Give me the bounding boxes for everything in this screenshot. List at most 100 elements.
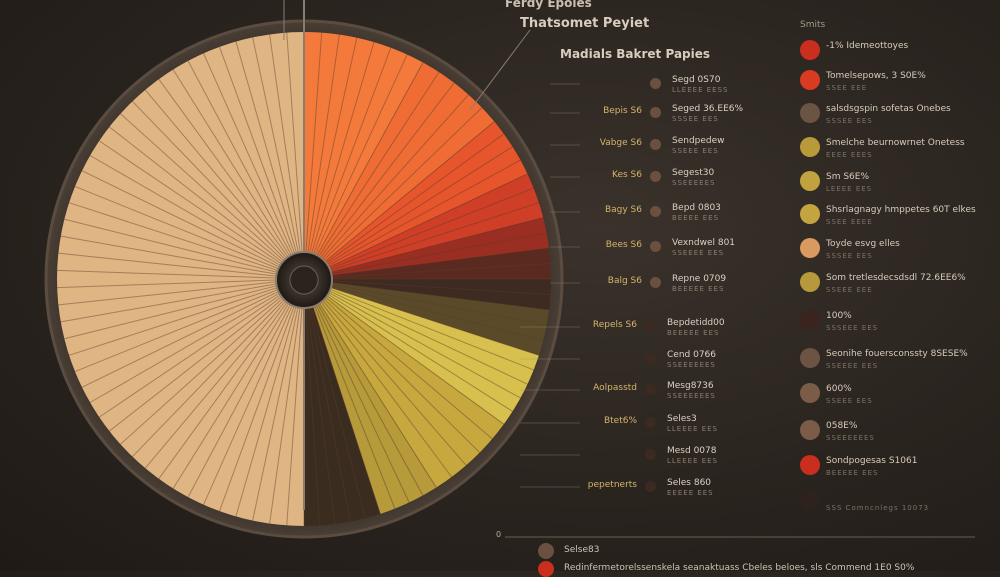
legend-sublabel: SSSEEE EES bbox=[826, 324, 879, 332]
pie-spoke bbox=[328, 159, 521, 266]
pie-spoke bbox=[323, 107, 483, 260]
legend-swatch bbox=[800, 420, 820, 440]
chart-subtitle: Madials Bakret Papies bbox=[560, 47, 711, 61]
mid-label-dot bbox=[645, 449, 656, 460]
pie-spoke bbox=[60, 235, 277, 275]
pie-slice bbox=[304, 279, 539, 425]
pie-slice bbox=[304, 62, 495, 280]
mid-label-value: Segd 0S70 bbox=[672, 75, 721, 85]
legend-label: Tomelsepows, 3 S0E% bbox=[826, 71, 926, 81]
pie-spoke bbox=[120, 113, 284, 261]
mid-label-name: Bepis S6 bbox=[603, 106, 642, 116]
mid-label-value: Bepdetidd00 bbox=[667, 318, 725, 328]
legend-swatch bbox=[800, 103, 820, 123]
pie-spoke bbox=[187, 303, 292, 498]
legend-label: Seonihe fouersconssty 8SESE% bbox=[826, 349, 968, 359]
mid-label-name: Repels S6 bbox=[592, 320, 637, 330]
pie-spoke bbox=[315, 304, 410, 503]
pie-slice bbox=[304, 32, 423, 279]
mid-label-name: Bees S6 bbox=[605, 240, 642, 250]
legend-label: Sm S6E% bbox=[826, 172, 870, 182]
mid-label-sub: SSEEEEES bbox=[672, 179, 716, 187]
pie-spoke bbox=[109, 126, 283, 263]
axis-zero-label: 0 bbox=[496, 530, 502, 539]
mid-label-sub: EEEEE EES bbox=[667, 489, 714, 497]
pie-spoke bbox=[269, 34, 301, 252]
pie-spoke bbox=[172, 69, 290, 256]
legend-label: Sondpogesas S1061 bbox=[826, 456, 918, 466]
pie-spoke bbox=[318, 71, 440, 256]
mid-label-value: Segest30 bbox=[672, 168, 715, 178]
mid-label-value: Seged 36.EE6% bbox=[672, 104, 744, 114]
pie-slice bbox=[304, 173, 544, 279]
pie-slice bbox=[304, 279, 550, 356]
pie-spoke bbox=[144, 89, 287, 258]
pie-spoke bbox=[187, 60, 292, 255]
pie-spoke bbox=[286, 32, 303, 252]
pie-spoke bbox=[269, 306, 301, 524]
legend-swatch bbox=[800, 383, 820, 403]
pie-spoke bbox=[323, 298, 481, 453]
mid-label-sub: SSEEEE EES bbox=[672, 249, 725, 257]
pie-spoke bbox=[309, 37, 358, 252]
pie-spoke bbox=[331, 282, 550, 311]
mid-label-sub: LLEEEE EESS bbox=[672, 86, 729, 94]
mid-label-value: Bepd 0803 bbox=[672, 203, 721, 213]
pie-spoke bbox=[219, 46, 295, 253]
mid-label-value: Seles3 bbox=[667, 414, 697, 424]
pie-spoke bbox=[313, 47, 392, 253]
title-leader-line bbox=[469, 29, 531, 111]
pie-spoke bbox=[330, 217, 544, 273]
mid-label-dot bbox=[650, 107, 661, 118]
pie-spoke bbox=[286, 306, 303, 526]
pie-spoke bbox=[74, 289, 279, 372]
chart-title: Thatsomet Peyiet bbox=[520, 16, 650, 31]
mid-label-dot bbox=[650, 171, 661, 182]
legend-swatch bbox=[800, 171, 820, 191]
pie-spoke bbox=[235, 41, 297, 253]
legend-swatch bbox=[800, 204, 820, 224]
mid-label-dot bbox=[645, 417, 656, 428]
pie-spoke bbox=[317, 62, 424, 255]
mid-label-dot bbox=[650, 277, 661, 288]
pie-spoke bbox=[89, 292, 281, 403]
mid-label-name: Btet6% bbox=[603, 416, 637, 426]
pie-spoke bbox=[68, 287, 278, 356]
legend-label: 100% bbox=[826, 311, 852, 321]
pie-spoke bbox=[326, 133, 505, 263]
mid-label-name: pepetnerts bbox=[587, 480, 637, 490]
legend-sublabel: SSEEE EEE bbox=[826, 286, 873, 294]
pie-slice bbox=[304, 121, 528, 279]
pie-spoke bbox=[331, 247, 550, 276]
pie-spoke bbox=[305, 32, 323, 252]
pie-spoke bbox=[330, 285, 544, 341]
legend-sublabel: LEEEE EES bbox=[826, 185, 873, 193]
pie-slice bbox=[304, 279, 551, 310]
legend-label: Smelche beurnowrnet Onetess bbox=[826, 138, 965, 148]
pie-slice bbox=[304, 279, 504, 488]
pie-spoke bbox=[310, 305, 366, 519]
mid-label-sub: SSEEEEEES bbox=[667, 392, 716, 400]
pie-spoke bbox=[315, 54, 408, 254]
pie-spoke bbox=[64, 285, 277, 340]
pie-spoke bbox=[158, 301, 288, 480]
pie-spoke bbox=[219, 305, 295, 512]
legend-label: Toyde esvg elles bbox=[826, 239, 900, 249]
mid-label-dot bbox=[650, 78, 661, 89]
pie-spoke bbox=[58, 252, 277, 277]
pie-spoke bbox=[252, 306, 299, 521]
pie-spoke bbox=[308, 306, 351, 522]
legend-swatch bbox=[800, 238, 820, 258]
footer-text: Redinfermetorelssenskela seanaktuass Cbe… bbox=[564, 563, 915, 573]
mid-label-value: Sendpedew bbox=[672, 136, 725, 146]
legend-sublabel: EEEE EEES bbox=[826, 151, 873, 159]
legend-swatch bbox=[800, 70, 820, 90]
pie-spoke bbox=[313, 304, 396, 509]
pie-spoke bbox=[322, 94, 469, 259]
mid-label-dot bbox=[650, 206, 661, 217]
pie-spoke bbox=[132, 100, 285, 260]
legend-swatch bbox=[800, 272, 820, 292]
pie-spoke bbox=[144, 300, 287, 469]
pie-spoke bbox=[81, 170, 280, 268]
mid-label-value: Cend 0766 bbox=[667, 350, 717, 360]
